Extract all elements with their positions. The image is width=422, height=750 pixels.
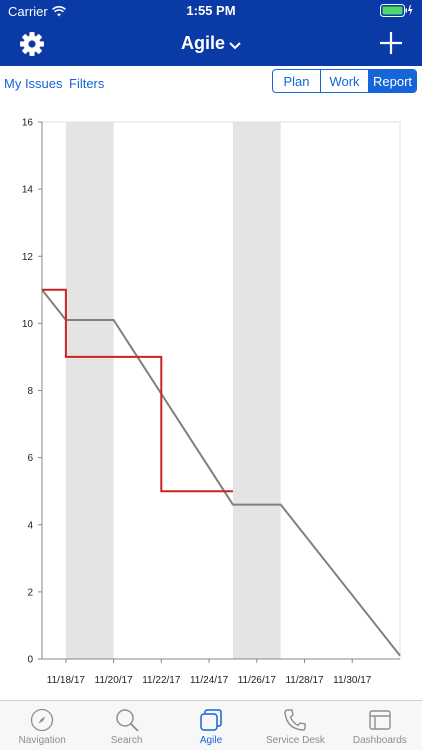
x-tick-label: 11/18/17 [47,675,86,686]
nonworking-band [232,122,281,659]
status-time: 1:55 PM [186,3,236,18]
page-title: Agile [180,33,225,53]
segment-work[interactable]: Work [321,70,369,92]
y-tick-label: 10 [22,319,34,330]
tab-dashboards[interactable]: Dashboards [338,701,422,750]
wifi-icon [52,4,66,22]
y-tick-label: 12 [22,252,34,263]
nonworking-band [65,122,114,659]
y-tick-label: 16 [22,118,34,129]
tab-agile[interactable]: Agile [169,701,253,750]
filter-bar: My Issues Filters [0,66,422,102]
x-tick-label: 11/26/17 [238,675,277,686]
y-tick-label: 8 [27,386,33,397]
mode-segmented-control: Plan Work Report [272,69,417,93]
add-icon[interactable] [378,30,404,56]
tab-service-desk[interactable]: Service Desk [253,701,337,750]
tab-bar: Navigation Search Agile Service Desk Dashboa… [0,700,422,750]
y-tick-label: 4 [27,520,33,531]
board-selector[interactable]: Agile [0,33,422,55]
gear-icon[interactable] [18,30,46,58]
search-icon [115,709,139,732]
remaining-line [42,288,233,493]
tab-label: Agile [199,735,223,746]
x-tick-label: 11/28/17 [285,675,324,686]
x-tick-label: 11/30/17 [333,675,372,686]
segment-report[interactable]: Report [369,70,416,92]
carrier-label: Carrier [8,4,48,19]
tab-label: Dashboards [352,735,407,746]
x-tick-label: 11/22/17 [142,675,181,686]
tab-search[interactable]: Search [84,701,168,750]
ideal-line [41,289,401,657]
tab-label: Navigation [18,735,66,746]
navigation-bar: Agile [0,22,422,66]
filters-link[interactable]: Filters [69,76,105,91]
my-issues-link[interactable]: My Issues [4,76,63,91]
x-tick-label: 11/20/17 [95,675,134,686]
segment-plan[interactable]: Plan [273,70,321,92]
dashboards-icon [369,710,391,730]
compass-icon [31,708,54,732]
chevron-down-icon [229,34,241,55]
y-tick-label: 6 [27,453,33,464]
y-tick-label: 2 [27,587,33,598]
burndown-chart: 0 2 4 6 8 10 12 14 16 11/18/17 11/20/17 11/22/17 11/… [22,118,401,686]
tab-label: Search [110,735,143,746]
status-bar: Carrier 1:55 PM [0,0,422,22]
y-tick-label: 0 [27,655,33,666]
battery-icon [380,4,414,22]
x-tick-label: 11/24/17 [190,675,229,686]
phone-icon [284,709,307,731]
y-tick-label: 14 [22,185,34,196]
tab-label: Service Desk [265,735,325,746]
agile-board-icon [200,709,222,731]
tab-navigation[interactable]: Navigation [0,701,84,750]
